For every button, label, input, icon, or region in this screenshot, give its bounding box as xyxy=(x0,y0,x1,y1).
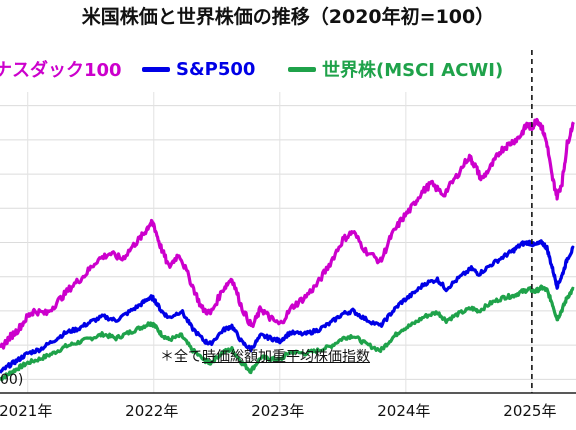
series-line xyxy=(0,284,575,382)
legend-item-msci-acwi: 世界株(MSCI ACWI) xyxy=(288,56,503,82)
legend-swatch-msci-acwi xyxy=(288,66,316,72)
chart-title: 米国株価と世界株価の推移（2020年初=100） xyxy=(81,6,495,28)
footnote-prefix: ＊全て xyxy=(160,349,202,365)
series-line xyxy=(0,117,575,350)
unit-label: 00) xyxy=(0,372,24,388)
footnote: ＊全て時価総額加重平均株価指数 xyxy=(160,346,370,366)
legend-label-nasdaq100: ナスダック100 xyxy=(0,60,122,81)
x-tick-labels: 2021年 2022年 2023年 2024年 2025年 xyxy=(0,402,556,420)
footnote-underlined: 時価総額加重平均株価指数 xyxy=(202,349,370,365)
series-line xyxy=(0,239,575,374)
x-tick-label: 2023年 xyxy=(251,402,304,420)
legend-swatch-sp500 xyxy=(142,66,170,72)
x-tick-label: 2024年 xyxy=(377,402,430,420)
legend-item-sp500: S&P500 xyxy=(142,56,255,82)
x-tick-label: 2025年 xyxy=(503,402,556,420)
legend-label-msci-acwi: 世界株(MSCI ACWI) xyxy=(322,60,504,81)
legend-item-nasdaq100: ナスダック100 xyxy=(0,56,122,82)
series-lines xyxy=(0,117,575,382)
x-tick-label: 2021年 xyxy=(0,402,52,420)
x-tick-label: 2022年 xyxy=(125,402,178,420)
legend: ナスダック100 S&P500 世界株(MSCI ACWI) xyxy=(0,56,576,82)
legend-label-sp500: S&P500 xyxy=(176,58,256,80)
